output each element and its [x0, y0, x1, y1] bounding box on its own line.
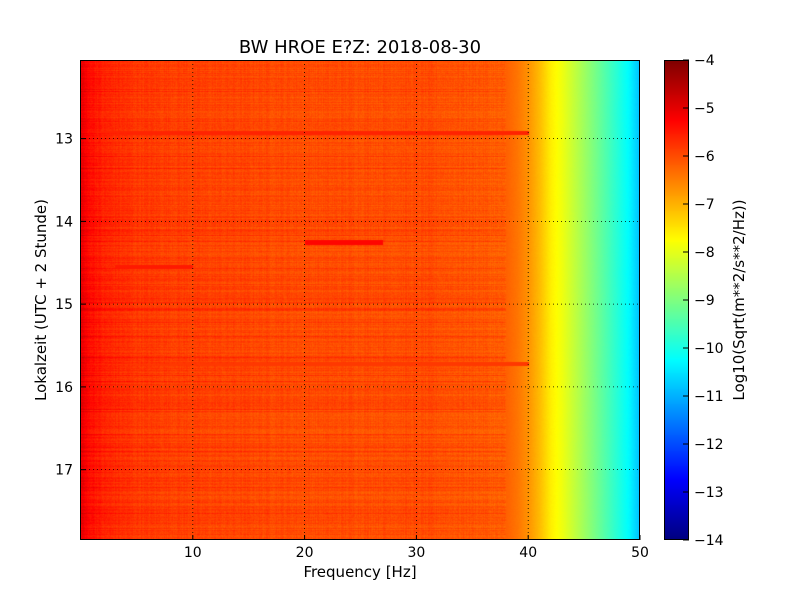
heatmap-plot-area: [80, 60, 640, 540]
x-tick-label: 50: [631, 545, 649, 561]
y-tick-label: 16: [55, 380, 73, 396]
x-tick-label: 30: [407, 545, 425, 561]
colorbar-tick-label: −9: [694, 293, 715, 309]
x-tick-label: 40: [519, 545, 537, 561]
heatmap-image: [81, 60, 640, 540]
colorbar-tick-label: −4: [694, 53, 715, 69]
colorbar-tick-label: −14: [694, 533, 724, 549]
colorbar-tick-label: −6: [694, 149, 715, 165]
y-axis-ticks: 13 14 15 16 17: [55, 132, 86, 479]
y-tick-label: 15: [55, 297, 73, 313]
y-tick-label: 14: [55, 214, 73, 230]
colorbar-tick-label: −13: [694, 485, 724, 501]
colorbar-tick-label: −10: [694, 341, 724, 357]
colorbar-tick-label: −11: [694, 389, 724, 405]
plot-frame: [80, 60, 640, 540]
colorbar-tick-label: −5: [694, 101, 715, 117]
chart-title: BW HROE E?Z: 2018-08-30: [239, 37, 481, 58]
colorbar-tick-label: −8: [694, 245, 715, 261]
x-axis-label: Frequency [Hz]: [303, 563, 416, 581]
x-tick-label: 10: [184, 545, 202, 561]
y-tick-label: 17: [55, 463, 73, 479]
y-axis-label: Lokalzeit (UTC + 2 Stunde): [32, 199, 50, 401]
colorbar-label: Log10(Sqrt(m**2/s**2/Hz)): [730, 199, 748, 400]
grid-lines: [81, 60, 640, 540]
colorbar-tick-label: −12: [694, 437, 724, 453]
x-axis-ticks: 10 20 30 40 50: [184, 535, 649, 561]
y-tick-label: 13: [55, 132, 73, 148]
x-tick-label: 20: [296, 545, 314, 561]
colorbar-tick-label: −7: [694, 197, 715, 213]
colorbar: −4 −5 −6 −7 −8 −9 −10 −11 −12 −13 −14 Log10(Sqrt(m…: [664, 53, 748, 549]
colorbar-ticks: −4 −5 −6 −7 −8 −9 −10 −11 −12 −13 −14: [683, 53, 724, 549]
